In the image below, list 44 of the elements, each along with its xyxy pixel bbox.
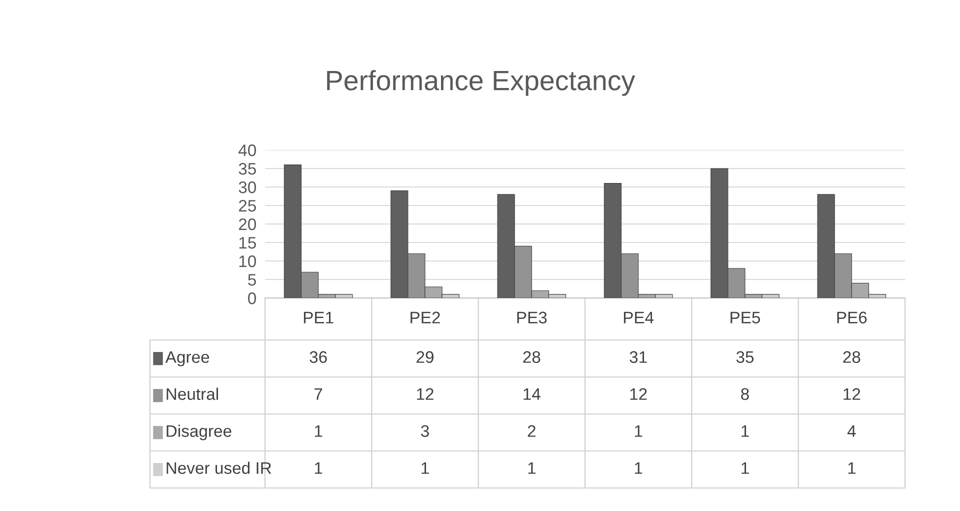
y-tick-label: 10 xyxy=(239,255,256,268)
data-label: 8 xyxy=(741,388,749,400)
data-label: 14 xyxy=(524,388,540,400)
y-tick-label: 35 xyxy=(238,162,256,175)
data-label: 4 xyxy=(847,425,856,437)
legend-label: Disagree xyxy=(166,424,232,440)
x-tick-label: PE2 xyxy=(410,312,440,324)
data-label: 28 xyxy=(523,351,540,363)
y-tick-label: 30 xyxy=(238,181,256,194)
data-label: 36 xyxy=(310,351,327,363)
data-label: 7 xyxy=(314,388,322,400)
y-tick-label: 25 xyxy=(238,200,256,212)
y-tick-label: 40 xyxy=(238,144,256,156)
data-label: 1 xyxy=(314,425,322,437)
data-label: 31 xyxy=(630,351,647,363)
y-tick-label: 20 xyxy=(238,218,256,230)
data-label: 35 xyxy=(736,351,754,363)
x-tick-label: PE4 xyxy=(624,312,654,324)
data-label: 1 xyxy=(742,462,749,474)
y-tick-label: 0 xyxy=(248,292,256,304)
legend-label: Neutral xyxy=(166,388,218,400)
data-label: 1 xyxy=(742,425,749,437)
y-tick-label: 5 xyxy=(248,274,256,286)
data-label: 1 xyxy=(314,462,322,474)
chart-title: Performance Expectancy xyxy=(327,70,636,96)
data-label: 3 xyxy=(421,425,429,437)
data-label: 2 xyxy=(528,425,536,437)
x-tick-label: PE1 xyxy=(304,312,334,324)
x-tick-label: PE3 xyxy=(517,312,547,324)
data-label: 1 xyxy=(422,462,429,474)
data-label: 12 xyxy=(844,388,860,400)
data-label: 1 xyxy=(634,462,642,474)
legend-label: Agree xyxy=(165,351,210,366)
data-label: 12 xyxy=(630,388,647,400)
x-tick-label: PE5 xyxy=(730,312,760,324)
data-label: 1 xyxy=(848,462,856,474)
legend-label: Never used IR xyxy=(166,462,272,474)
data-label: 1 xyxy=(528,462,536,474)
data-label: 28 xyxy=(843,351,860,363)
data-label: 12 xyxy=(417,388,434,400)
x-tick-label: PE6 xyxy=(837,312,867,324)
y-tick-label: 15 xyxy=(239,237,256,249)
data-label: 29 xyxy=(416,351,434,363)
data-label: 1 xyxy=(634,425,642,437)
